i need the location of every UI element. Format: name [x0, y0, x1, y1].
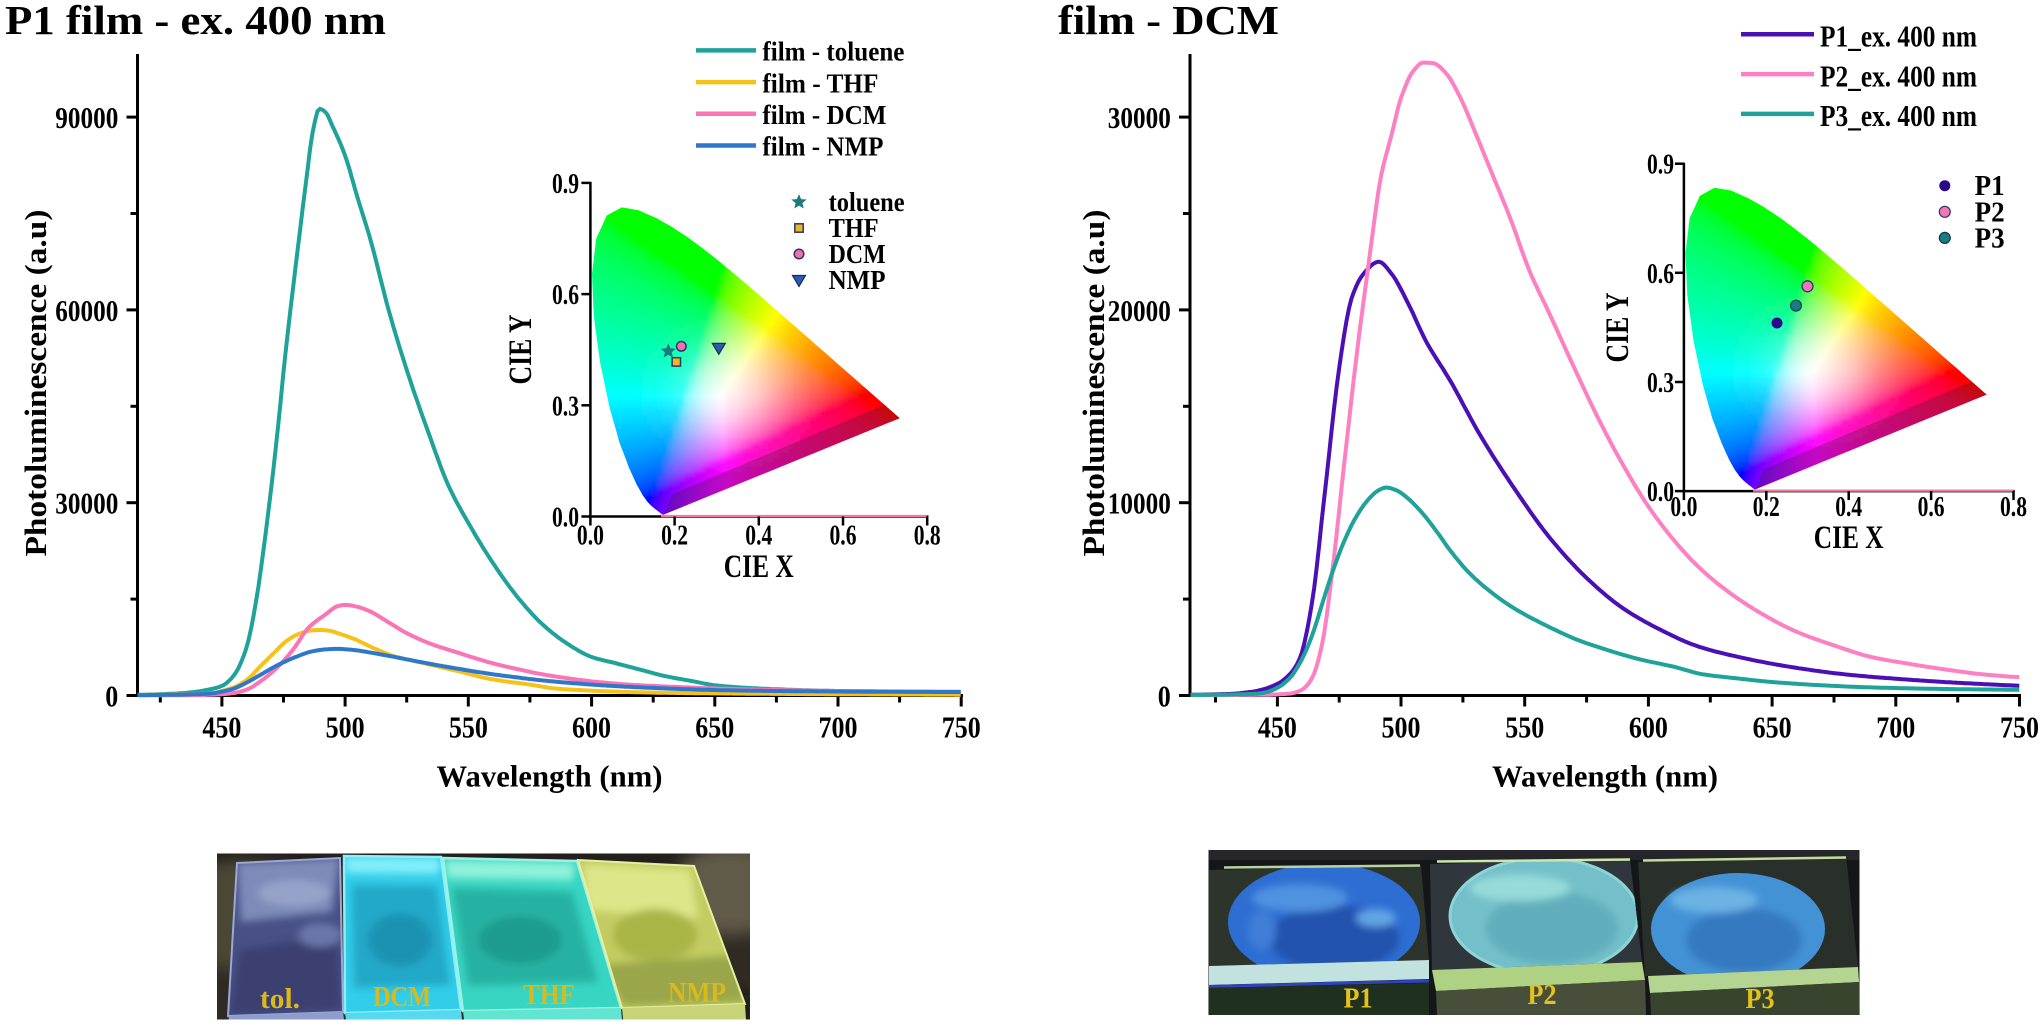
svg-text:0.9: 0.9: [1647, 149, 1674, 181]
svg-text:CIE X: CIE X: [1814, 520, 1884, 556]
svg-text:P2: P2: [1528, 980, 1557, 1011]
svg-text:0.0: 0.0: [577, 520, 604, 552]
svg-text:P2_ex. 400 nm: P2_ex. 400 nm: [1820, 58, 1977, 93]
svg-text:0.4: 0.4: [1835, 491, 1862, 523]
svg-text:P1: P1: [1975, 170, 2005, 202]
svg-text:0.6: 0.6: [1647, 258, 1674, 290]
svg-text:P3: P3: [1746, 984, 1775, 1015]
svg-text:DCM: DCM: [829, 239, 886, 269]
svg-text:550: 550: [449, 710, 488, 745]
svg-text:90000: 90000: [55, 100, 118, 135]
svg-text:600: 600: [572, 710, 611, 745]
svg-text:650: 650: [1753, 710, 1792, 745]
svg-text:0.0: 0.0: [552, 502, 579, 534]
svg-text:film - DCM: film - DCM: [1058, 0, 1279, 43]
svg-text:P2: P2: [1975, 196, 2005, 228]
svg-text:CIE Y: CIE Y: [503, 314, 539, 384]
svg-text:10000: 10000: [1108, 486, 1171, 521]
svg-text:500: 500: [1382, 710, 1421, 745]
svg-text:NMP: NMP: [668, 978, 726, 1009]
svg-text:0: 0: [1158, 679, 1171, 714]
svg-text:0.9: 0.9: [552, 168, 579, 200]
svg-text:550: 550: [1505, 710, 1544, 745]
svg-text:CIE Y: CIE Y: [1600, 292, 1636, 362]
svg-text:tol.: tol.: [260, 984, 300, 1015]
svg-text:Photoluminescence (a.u): Photoluminescence (a.u): [18, 210, 53, 557]
svg-text:650: 650: [695, 710, 734, 745]
svg-text:film - NMP: film - NMP: [762, 132, 883, 162]
svg-text:THF: THF: [829, 213, 879, 243]
svg-text:P3: P3: [1975, 222, 2005, 254]
svg-text:0.6: 0.6: [830, 520, 857, 552]
svg-text:750: 750: [2000, 710, 2039, 745]
svg-text:0.0: 0.0: [1670, 491, 1697, 523]
svg-text:0.2: 0.2: [661, 520, 688, 552]
svg-text:THF: THF: [523, 980, 575, 1011]
svg-text:CIE X: CIE X: [724, 549, 794, 585]
svg-text:film - DCM: film - DCM: [762, 100, 886, 130]
svg-text:0.6: 0.6: [552, 279, 579, 311]
svg-text:500: 500: [326, 710, 365, 745]
svg-text:700: 700: [1876, 710, 1915, 745]
svg-text:0.6: 0.6: [1918, 491, 1945, 523]
svg-text:Photoluminescence (a.u): Photoluminescence (a.u): [1076, 210, 1111, 557]
svg-text:700: 700: [818, 710, 857, 745]
svg-text:60000: 60000: [55, 293, 118, 328]
svg-text:P3_ex. 400 nm: P3_ex. 400 nm: [1820, 98, 1977, 133]
svg-text:750: 750: [942, 710, 981, 745]
svg-text:Wavelength (nm): Wavelength (nm): [1492, 759, 1718, 794]
svg-text:toluene: toluene: [829, 187, 905, 217]
svg-text:30000: 30000: [1108, 100, 1171, 135]
svg-text:0: 0: [105, 679, 118, 714]
svg-text:DCM: DCM: [373, 982, 431, 1013]
svg-text:0.3: 0.3: [1647, 367, 1674, 399]
svg-text:film - THF: film - THF: [762, 68, 878, 98]
svg-text:450: 450: [202, 710, 241, 745]
svg-text:450: 450: [1258, 710, 1297, 745]
svg-text:0.3: 0.3: [552, 390, 579, 422]
svg-text:film - toluene: film - toluene: [762, 37, 904, 67]
svg-text:P1 film - ex. 400 nm: P1 film - ex. 400 nm: [5, 0, 386, 43]
svg-text:P1_ex. 400 nm: P1_ex. 400 nm: [1820, 19, 1977, 54]
svg-text:0.4: 0.4: [745, 520, 772, 552]
svg-text:0.2: 0.2: [1753, 491, 1780, 523]
svg-text:P1: P1: [1344, 984, 1373, 1015]
svg-text:0.0: 0.0: [1647, 476, 1674, 508]
svg-text:Wavelength (nm): Wavelength (nm): [437, 759, 663, 794]
svg-text:30000: 30000: [55, 486, 118, 521]
svg-text:20000: 20000: [1108, 293, 1171, 328]
svg-text:600: 600: [1629, 710, 1668, 745]
svg-text:NMP: NMP: [829, 265, 886, 295]
svg-text:0.8: 0.8: [914, 520, 941, 552]
svg-text:0.8: 0.8: [2000, 491, 2027, 523]
